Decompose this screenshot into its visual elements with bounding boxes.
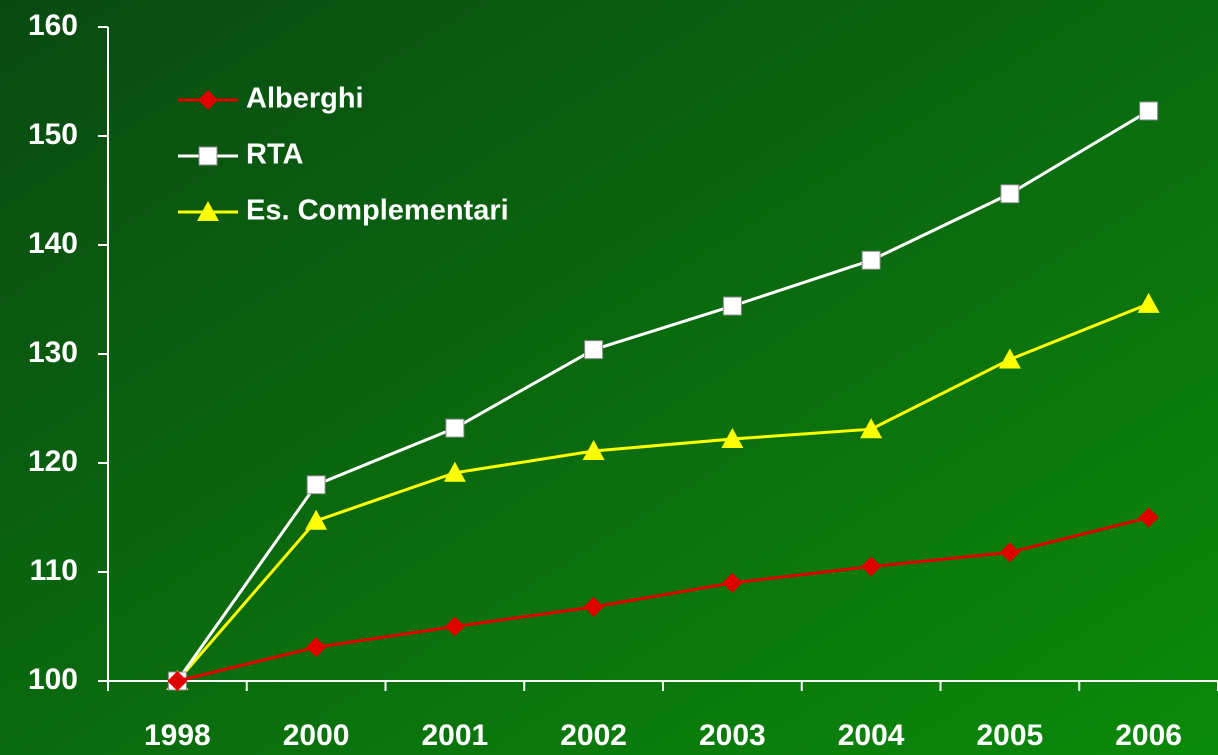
series-line <box>177 516 1149 683</box>
data-point <box>721 428 744 449</box>
x-tick-label: 2003 <box>699 719 766 752</box>
x-tick-label: 2001 <box>422 719 489 752</box>
data-point <box>1137 292 1160 313</box>
x-tick-label: 1998 <box>144 719 211 752</box>
data-point <box>998 348 1021 369</box>
data-point <box>444 616 465 637</box>
legend-marker <box>198 90 218 110</box>
y-tick-label: 130 <box>28 336 78 369</box>
x-tick-label: 2006 <box>1115 719 1182 752</box>
y-tick-label: 160 <box>28 9 78 42</box>
y-tick-label: 100 <box>28 663 78 696</box>
data-point <box>167 671 188 691</box>
y-tick-label: 150 <box>28 118 78 151</box>
series-line <box>176 302 1150 682</box>
data-point <box>583 596 604 617</box>
legend-label: RTA <box>246 139 304 171</box>
y-tick-label: 110 <box>30 554 78 587</box>
data-point <box>999 542 1020 563</box>
data-point <box>722 572 743 593</box>
legend-label: Alberghi <box>246 83 364 115</box>
y-tick-label: 120 <box>28 445 78 478</box>
data-point <box>860 418 883 439</box>
data-point <box>305 509 328 530</box>
data-point <box>722 296 742 316</box>
data-point <box>861 556 882 577</box>
y-tick-label: 140 <box>28 227 78 260</box>
data-point <box>443 461 466 482</box>
data-point <box>861 250 881 270</box>
series-line <box>176 109 1150 682</box>
data-point <box>306 475 326 495</box>
legend-marker <box>197 201 219 221</box>
data-point <box>445 418 465 438</box>
data-point <box>1139 101 1159 121</box>
x-tick-label: 2002 <box>560 719 627 752</box>
legend-marker <box>198 146 218 166</box>
data-point <box>584 340 604 360</box>
data-point <box>582 440 605 461</box>
x-tick-label: 2004 <box>838 719 905 752</box>
x-tick-label: 2005 <box>977 719 1044 752</box>
legend-label: Es. Complementari <box>246 195 509 227</box>
data-point <box>1138 507 1159 528</box>
x-tick-label: 2000 <box>283 719 350 752</box>
data-point <box>1000 184 1020 204</box>
data-point <box>306 637 327 658</box>
